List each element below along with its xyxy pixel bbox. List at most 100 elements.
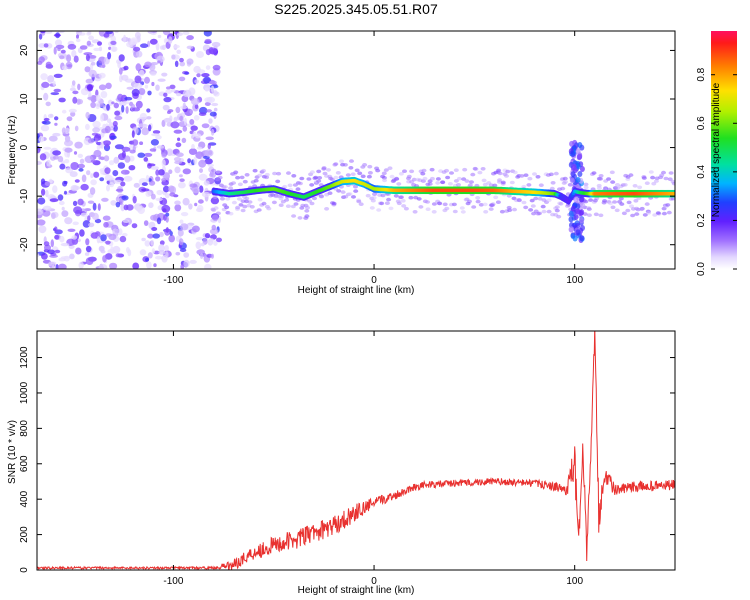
ridge-halo [287,183,293,188]
ridge-halo [591,171,597,175]
noise-speckle [92,120,101,128]
noise-speckle [160,45,164,50]
ridge-halo [558,202,564,206]
noise-speckle [211,224,217,231]
ridge-halo [583,182,589,187]
noise-speckle [155,169,160,176]
ridge-halo [244,196,250,201]
noise-speckle [97,41,102,46]
noise-speckle [186,45,194,50]
noise-speckle [182,31,190,35]
noise-speckle [45,101,51,107]
noise-speckle [198,159,207,168]
noise-speckle [163,185,170,193]
ridge-halo [553,171,559,176]
ridge-halo [509,180,515,185]
ridge-halo [253,178,259,183]
noise-speckle [151,248,156,254]
noise-speckle [69,171,78,178]
ridge-halo [384,201,390,205]
noise-speckle [204,97,213,103]
ridge-halo [222,185,228,189]
ridge-halo [327,191,333,195]
noise-speckle [54,249,61,254]
disturbance-speckle [573,214,579,221]
ridge-halo [388,206,394,211]
disturbance-speckle [575,203,581,210]
ridge-halo [527,176,533,181]
ridge-halo [360,174,366,179]
noise-speckle [86,84,93,91]
noise-speckle [52,132,61,137]
noise-speckle [136,50,143,58]
noise-speckle [78,32,86,36]
noise-speckle [194,104,199,110]
spectrogram-ylabel: Frequency (Hz) [7,116,18,185]
ridge-halo [406,174,412,179]
noise-speckle [104,174,113,181]
noise-speckle [169,84,176,90]
noise-speckle [85,257,94,265]
noise-speckle [159,231,164,238]
noise-speckle [59,235,65,243]
noise-speckle [66,64,73,68]
disturbance-speckle [571,163,577,170]
noise-speckle [189,183,198,188]
ridge-halo [305,205,310,210]
noise-speckle [60,49,66,54]
y-tick-label: 1000 [19,381,30,404]
noise-speckle [143,157,149,162]
x-tick-label: -100 [163,275,183,286]
snr-ylabel: SNR (10 * v/v) [7,420,18,484]
noise-speckle [57,263,67,269]
noise-speckle [210,196,220,205]
ridge-halo [215,170,221,174]
noise-speckle [121,195,129,201]
noise-speckle [186,35,194,41]
noise-speckle [104,167,111,175]
ridge-halo [249,205,255,209]
noise-speckle [89,187,96,195]
ridge-halo [549,186,555,191]
ridge-halo [342,163,348,167]
ridge-halo [237,182,243,187]
noise-speckle [87,31,92,35]
ridge-halo [237,197,242,201]
noise-speckle [74,141,83,149]
noise-speckle [184,71,190,75]
noise-speckle [39,153,47,161]
noise-speckle [173,157,182,162]
noise-speckle [106,184,110,192]
ridge-halo [646,211,652,215]
noise-speckle [88,222,95,228]
noise-speckle [87,200,95,204]
noise-speckle [158,249,166,255]
noise-speckle [207,163,214,167]
ridge-halo [598,177,604,181]
ridge-halo [321,166,327,170]
noise-speckle [212,64,221,71]
ridge-halo [483,210,489,214]
ridge-halo [482,202,488,207]
ridge-halo [630,213,636,218]
ridge-halo [436,201,442,206]
noise-speckle [120,181,126,187]
noise-speckle [98,64,106,68]
ridge-halo [336,189,342,193]
noise-speckle [74,179,80,183]
noise-speckle [146,116,152,120]
noise-speckle [99,177,105,182]
ridge-halo [460,210,466,214]
disturbance-speckle [569,226,575,233]
noise-speckle [98,84,107,91]
noise-speckle [187,158,192,164]
noise-speckle [132,195,137,204]
noise-speckle [72,96,78,104]
noise-speckle [156,217,162,225]
noise-speckle [126,86,134,90]
ridge-halo [442,202,448,207]
noise-speckle [77,83,81,91]
ridge-halo [548,172,554,177]
noise-speckle [108,160,115,166]
disturbance-speckle [570,151,576,158]
